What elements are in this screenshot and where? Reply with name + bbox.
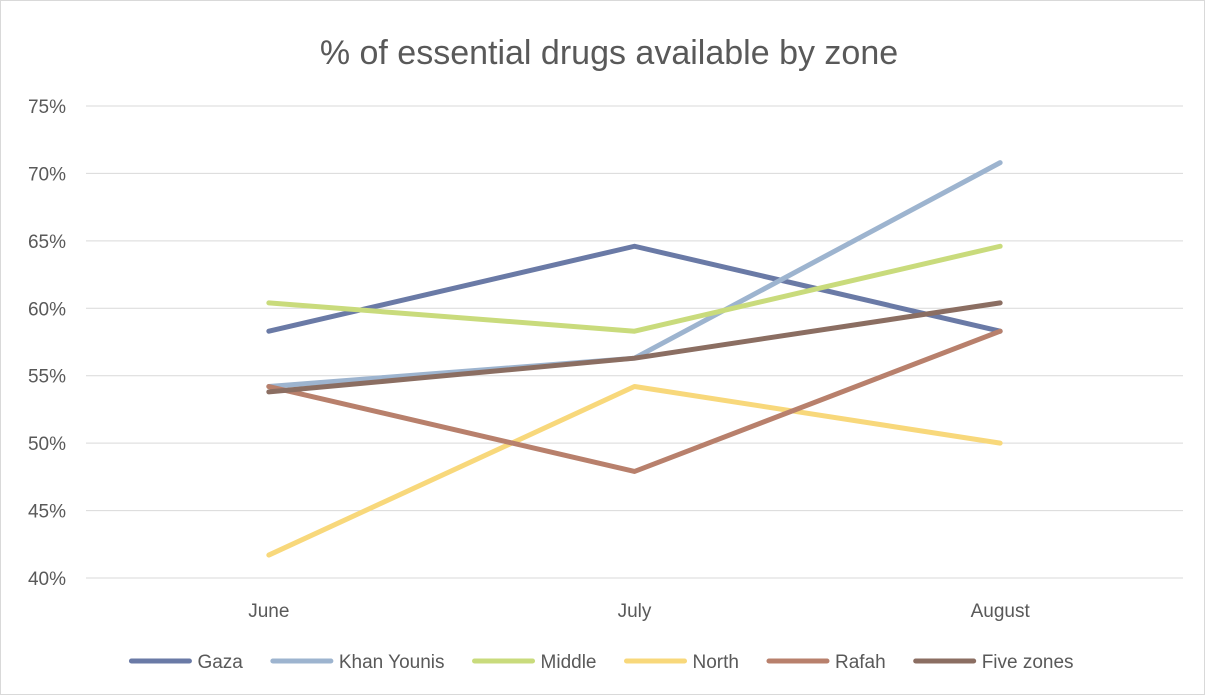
- y-axis: 75% 70% 65% 60% 55% 50% 45% 40%: [28, 97, 66, 590]
- y-tick-label: 55%: [28, 367, 66, 388]
- y-tick-label: 40%: [28, 569, 66, 590]
- legend-item: Middle: [472, 652, 597, 673]
- legend-label: Khan Younis: [339, 652, 445, 673]
- x-axis: June July August: [248, 601, 1030, 622]
- legend-item: Five zones: [913, 652, 1074, 673]
- series-line-north: [266, 384, 1003, 558]
- y-tick-label: 50%: [28, 434, 66, 455]
- legend-label: Five zones: [982, 652, 1074, 673]
- series-line-gaza: [266, 243, 1003, 334]
- legend-item: Gaza: [128, 652, 243, 673]
- series-line-five-zones: [266, 300, 1003, 395]
- legend-label: North: [693, 652, 739, 673]
- x-tick-label: June: [248, 601, 289, 622]
- legend-item: Rafah: [766, 652, 886, 673]
- legend-label: Gaza: [197, 652, 243, 673]
- y-tick-label: 60%: [28, 299, 66, 320]
- x-tick-label: July: [618, 601, 652, 622]
- gridlines: [86, 105, 1183, 579]
- legend: Gaza Khan Younis Middle North Rafah Five zone…: [128, 652, 1074, 673]
- legend-label: Middle: [541, 652, 597, 673]
- x-tick-label: August: [971, 601, 1031, 622]
- y-tick-label: 70%: [28, 164, 66, 185]
- y-tick-label: 45%: [28, 502, 66, 523]
- legend-label: Rafah: [835, 652, 886, 673]
- legend-item: Khan Younis: [270, 652, 445, 673]
- series-lines: [266, 160, 1003, 558]
- y-tick-label: 65%: [28, 232, 66, 253]
- legend-item: North: [624, 652, 739, 673]
- series-line-rafah: [266, 328, 1003, 474]
- series-line-khan-younis: [266, 160, 1003, 390]
- series-line-middle: [266, 243, 1003, 334]
- y-tick-label: 75%: [28, 97, 66, 118]
- chart-title: % of essential drugs available by zone: [320, 34, 898, 72]
